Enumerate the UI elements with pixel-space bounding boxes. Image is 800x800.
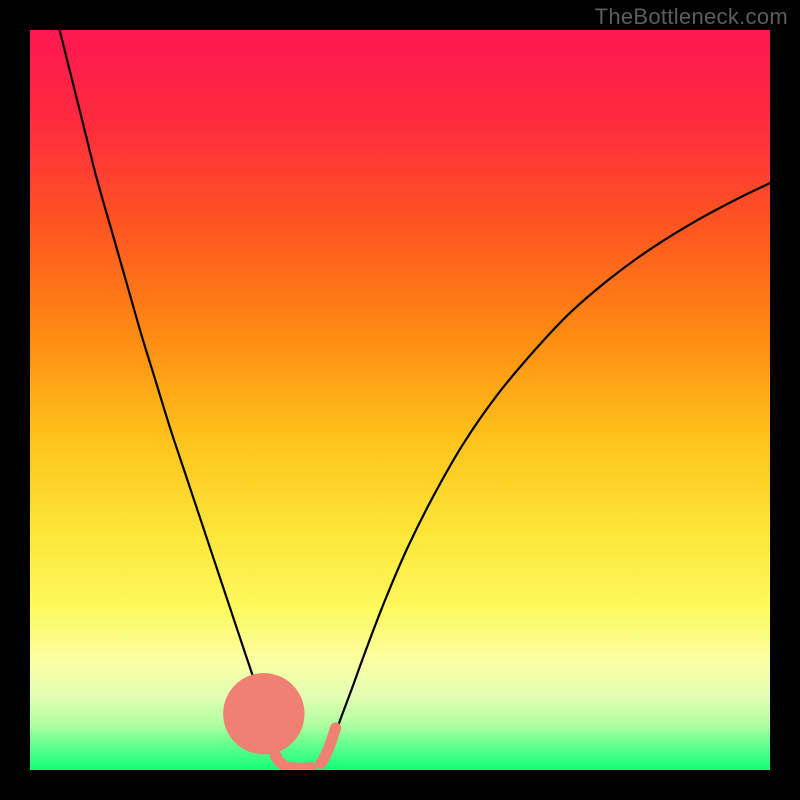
chart-container <box>30 30 770 770</box>
gradient-background <box>30 30 770 770</box>
watermark-text: TheBottleneck.com <box>595 4 788 30</box>
salmon-dot <box>223 673 304 754</box>
bottleneck-curve-chart <box>30 30 770 770</box>
